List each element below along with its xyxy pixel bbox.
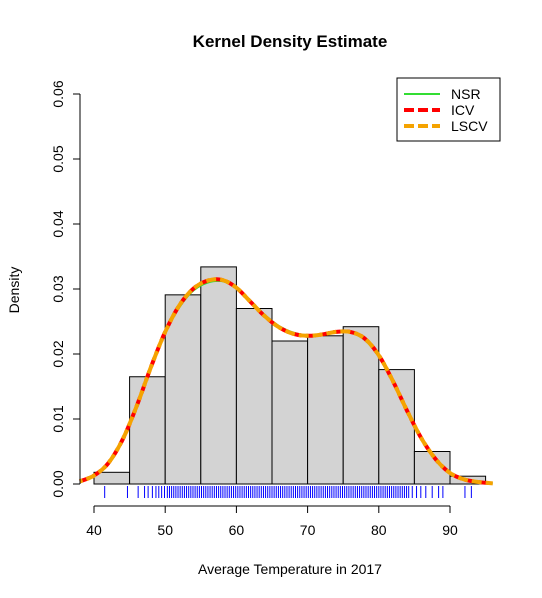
histogram-bar (307, 335, 344, 485)
y-tick-label: 0.02 (50, 340, 66, 367)
y-tick-label: 0.00 (50, 470, 66, 497)
density-curve-lscv (79, 277, 493, 486)
y-axis-ticks: 0.00 0.01 0.02 0.03 0.04 0.05 0.06 (50, 80, 80, 498)
histogram-bar (200, 266, 237, 485)
x-tick-label: 50 (157, 522, 173, 538)
y-axis-label: Density (6, 267, 22, 314)
y-tick-label: 0.05 (50, 145, 66, 172)
legend-label-lscv: LSCV (451, 118, 488, 134)
histogram-bars (93, 266, 487, 485)
x-tick-label: 40 (86, 522, 102, 538)
x-tick-label: 80 (371, 522, 387, 538)
density-curves (79, 277, 493, 486)
rug-marks (104, 486, 472, 498)
histogram-bar (342, 326, 380, 485)
legend-label-icv: ICV (451, 102, 475, 118)
histogram-bar (271, 340, 309, 485)
chart-title: Kernel Density Estimate (193, 32, 388, 51)
x-tick-label: 60 (229, 522, 245, 538)
y-tick-label: 0.06 (50, 80, 66, 107)
y-tick-label: 0.03 (50, 275, 66, 302)
histogram-bar (235, 308, 273, 485)
y-tick-label: 0.01 (50, 405, 66, 432)
y-tick-label: 0.04 (50, 210, 66, 237)
x-tick-label: 70 (300, 522, 316, 538)
x-axis-ticks: 40 50 60 70 80 90 (86, 506, 458, 538)
x-axis-label: Average Temperature in 2017 (198, 561, 382, 577)
legend-box (396, 77, 501, 142)
x-tick-label: 90 (442, 522, 458, 538)
legend-label-nsr: NSR (451, 86, 481, 102)
histogram-bar (129, 376, 166, 485)
